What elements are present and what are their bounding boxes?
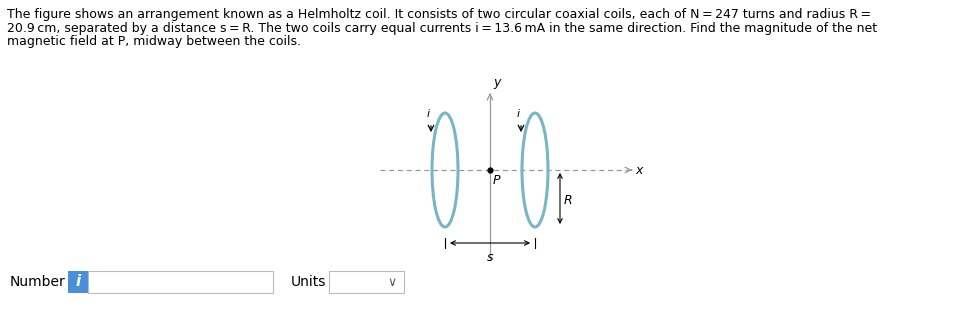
Text: y: y [493,76,501,89]
Text: i: i [517,109,520,119]
Bar [68,271,88,293]
Text: R: R [564,194,572,207]
Bar [88,271,273,293]
Text: ∨: ∨ [388,276,396,289]
Text: P: P [493,174,501,187]
Bar [329,271,404,293]
Text: Number: Number [10,275,66,289]
Text: s: s [487,251,493,264]
Text: i: i [427,109,430,119]
Text: The figure shows an arrangement known as a Helmholtz coil. It consists of two ci: The figure shows an arrangement known as… [7,8,871,21]
Text: i: i [76,274,80,289]
Text: x: x [635,164,642,176]
Text: 20.9 cm, separated by a distance s = R. The two coils carry equal currents i = 1: 20.9 cm, separated by a distance s = R. … [7,22,878,34]
Text: magnetic field at P, midway between the coils.: magnetic field at P, midway between the … [7,35,301,48]
Text: Units: Units [291,275,326,289]
